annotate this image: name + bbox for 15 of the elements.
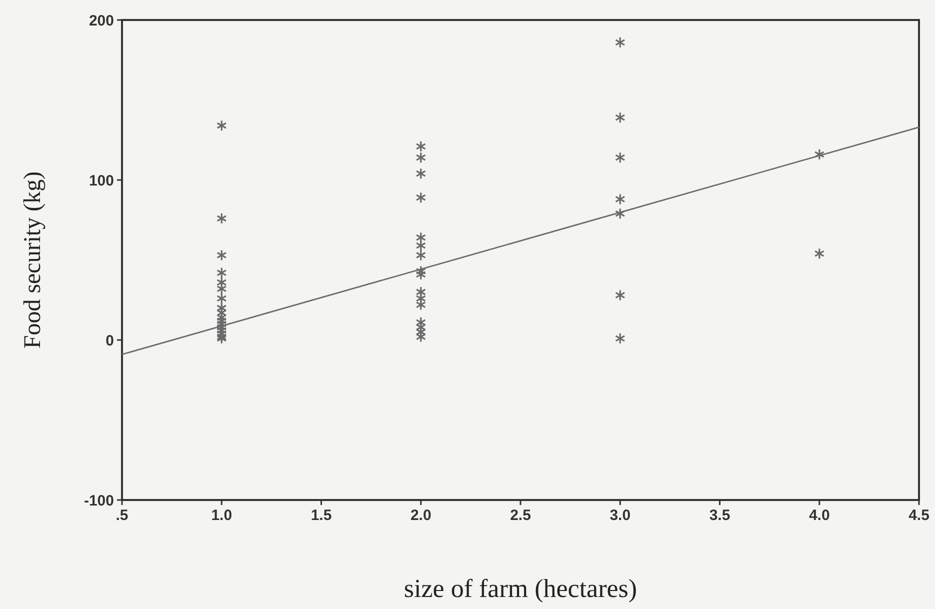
x-tick-label: 3.0 bbox=[610, 507, 631, 524]
x-tick-label: 2.0 bbox=[410, 507, 432, 524]
y-tick-label: 0 bbox=[106, 332, 114, 350]
x-tick-label: 2.5 bbox=[510, 507, 531, 524]
y-tick-label: 100 bbox=[88, 172, 114, 190]
y-tick-label: 200 bbox=[88, 12, 114, 30]
x-tick-label: .5 bbox=[116, 507, 128, 524]
x-tick-label: 1.5 bbox=[310, 507, 332, 524]
x-axis-title: size of farm (hectares) bbox=[404, 574, 638, 603]
x-tick-label: 1.0 bbox=[211, 507, 232, 524]
x-tick-label: 4.0 bbox=[808, 507, 830, 524]
y-axis-title: Food security (kg) bbox=[20, 171, 46, 349]
x-tick-label: 4.5 bbox=[908, 507, 930, 524]
y-tick-label: -100 bbox=[84, 492, 114, 510]
x-tick-label: 3.5 bbox=[709, 507, 730, 524]
